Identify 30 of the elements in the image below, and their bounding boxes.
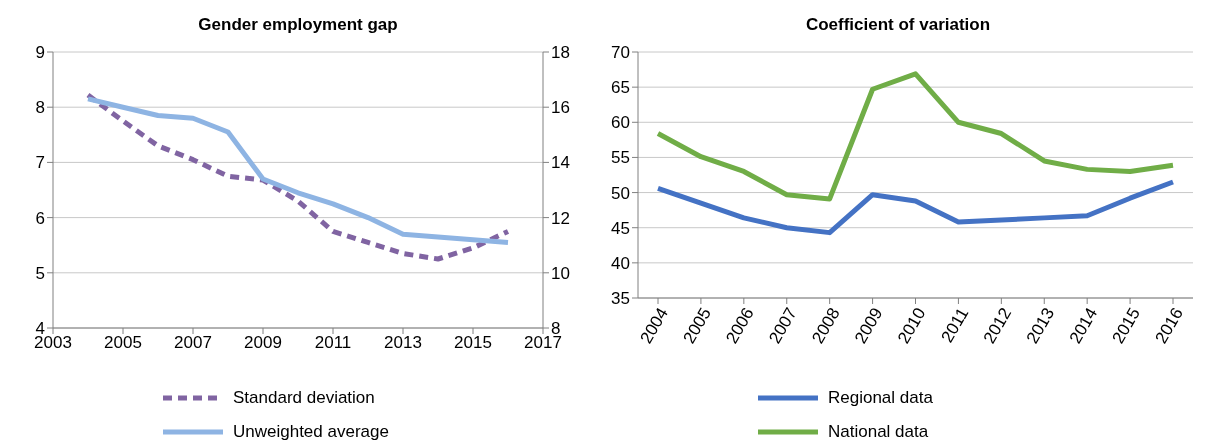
y-tick-label: 55 (611, 148, 630, 168)
legend-label: Unweighted average (233, 422, 389, 442)
x-tick-label: 2009 (244, 333, 282, 353)
y-tick-label: 35 (611, 289, 630, 309)
x-tick-label: 2013 (384, 333, 422, 353)
y2-tick-label: 18 (551, 43, 570, 63)
chart-title: Gender employment gap (197, 14, 399, 36)
y-tick-label: 45 (611, 218, 630, 238)
y-tick-label: 40 (611, 253, 630, 273)
y-tick-label: 5 (35, 263, 45, 283)
y2-tick-label: 14 (551, 153, 570, 173)
y2-tick-label: 12 (551, 208, 570, 228)
y-tick-label: 8 (35, 98, 45, 118)
y-tick-label: 50 (611, 183, 630, 203)
legend-label: National data (828, 422, 929, 442)
x-tick-label: 2011 (314, 333, 352, 353)
x-tick-label: 2007 (174, 333, 212, 353)
y-tick-label: 65 (611, 78, 630, 98)
y-tick-label: 60 (611, 113, 630, 133)
y2-tick-label: 10 (551, 263, 570, 283)
legend-label: Regional data (828, 388, 933, 408)
y2-tick-label: 16 (551, 98, 570, 118)
x-tick-label: 2005 (104, 333, 142, 353)
y-tick-label: 9 (35, 43, 45, 63)
y-tick-label: 70 (611, 43, 630, 63)
x-tick-label: 2015 (454, 333, 492, 353)
legend-label: Standard deviation (233, 388, 375, 408)
chart-title: Coefficient of variation (804, 14, 992, 36)
y-tick-label: 6 (35, 208, 45, 228)
y-tick-label: 7 (35, 153, 45, 173)
